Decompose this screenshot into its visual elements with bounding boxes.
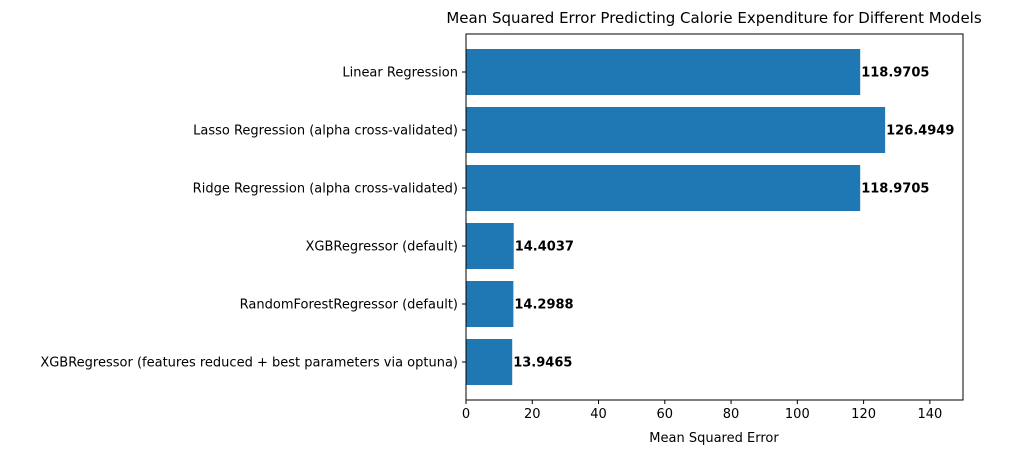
x-axis-label: Mean Squared Error xyxy=(649,431,779,446)
bar xyxy=(466,223,514,269)
data-label: 14.4037 xyxy=(515,240,574,255)
data-label: 14.2988 xyxy=(514,298,573,313)
data-label: 126.4949 xyxy=(886,124,954,139)
x-tick-label: 40 xyxy=(590,407,607,422)
x-tick-label: 100 xyxy=(785,407,810,422)
y-tick-label: RandomForestRegressor (default) xyxy=(240,298,458,313)
x-tick-label: 20 xyxy=(524,407,541,422)
bar xyxy=(466,339,513,385)
bar xyxy=(466,107,886,153)
x-tick-label: 80 xyxy=(723,407,740,422)
data-label: 118.9705 xyxy=(861,182,929,197)
x-tick-label: 120 xyxy=(851,407,876,422)
x-tick-label: 0 xyxy=(462,407,470,422)
plot-area: Linear Regression 118.9705 Lasso Regressio… xyxy=(40,33,964,422)
y-tick-label: Lasso Regression (alpha cross-validated) xyxy=(193,124,458,139)
plot-frame xyxy=(465,33,964,401)
data-label: 118.9705 xyxy=(861,66,929,81)
bar xyxy=(466,165,861,211)
x-tick-label: 60 xyxy=(657,407,674,422)
chart-title: Mean Squared Error Predicting Calorie Ex… xyxy=(446,9,981,27)
y-tick-label: Ridge Regression (alpha cross-validated) xyxy=(193,182,458,197)
bar xyxy=(466,49,861,95)
data-label: 13.9465 xyxy=(513,356,572,371)
y-tick-label: XGBRegressor (features reduced + best pa… xyxy=(40,356,458,371)
y-tick-label: Linear Regression xyxy=(342,66,458,81)
x-tick-label: 140 xyxy=(917,407,942,422)
bar xyxy=(466,281,514,327)
y-tick-label: XGBRegressor (default) xyxy=(305,240,458,255)
